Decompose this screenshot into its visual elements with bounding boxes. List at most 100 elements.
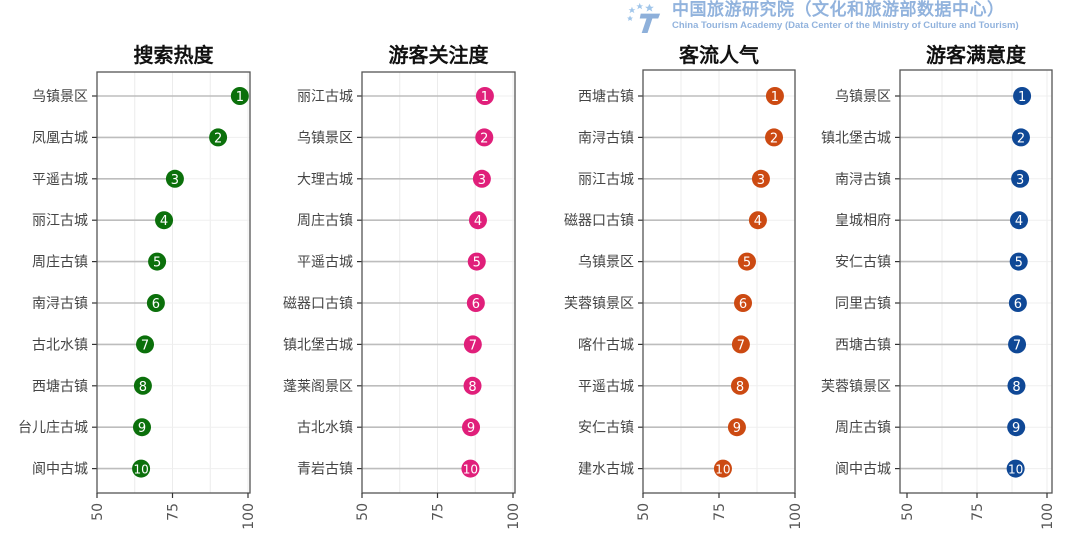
x-tick-label: 100 [788,503,804,530]
category-label: 凤凰古城 [32,130,88,146]
rank-label: 4 [160,214,168,229]
rank-label: 2 [480,131,488,146]
rank-label: 8 [468,380,476,395]
lollipop-dot [1006,459,1025,478]
rank-label: 4 [474,214,482,229]
lollipop-dot [765,128,784,147]
lollipop-dot [475,87,494,105]
lollipop-dot [133,376,152,395]
rank-label: 5 [1015,256,1023,271]
category-label: 乌镇景区 [835,89,891,105]
rank-label: 1 [771,90,779,105]
lollipop-dot [468,211,487,230]
x-tick-label: 50 [636,503,652,521]
lollipop-dot [1011,169,1030,188]
lollipop-dot [155,211,174,230]
category-label: 喀什古城 [578,337,634,353]
rank-label: 3 [171,173,179,188]
chart-title: 搜索热度 [134,43,215,67]
plot-frame [899,69,1053,494]
lollipop-dot [462,418,481,437]
rank-label: 2 [1017,131,1025,146]
lollipop-dot [1007,418,1026,437]
category-label: 大理古城 [297,172,353,188]
chart-title: 游客满意度 [926,43,1027,67]
rank-label: 7 [141,338,149,353]
rank-label: 2 [214,131,222,146]
rank-label: 6 [1014,297,1022,312]
category-label: 台儿庄古城 [18,419,88,436]
rank-label: 4 [1015,214,1023,229]
lollipop-dot [165,169,184,188]
category-label: 芙蓉镇景区 [821,378,891,395]
rank-label: 4 [754,214,762,229]
rank-label: 7 [737,338,745,353]
lollipop-dot [1009,252,1028,271]
category-label: 周庄古镇 [32,254,88,271]
lollipop-dot [463,376,482,395]
lollipop-dot [472,169,491,188]
category-label: 西塘古镇 [32,379,88,395]
lollipop-dot [132,459,151,478]
rank-label: 8 [1012,380,1020,395]
category-label: 蓬莱阁景区 [283,379,353,395]
category-label: 建水古城 [578,462,634,478]
lollipop-dot [209,128,228,147]
category-label: 南浔古镇 [32,296,88,312]
lollipop-dot [734,294,753,312]
lollipop-dot [148,252,167,271]
lollipop-dot [1007,376,1026,395]
lollipop-dot [1008,335,1027,354]
lollipop-dot [466,294,485,312]
lollipop-dot [230,87,249,105]
category-label: 古北水镇 [297,420,353,436]
x-tick-label: 50 [900,503,916,521]
plot-frame [96,71,251,494]
lollipop-dot [475,128,494,147]
lollipop-dot [1010,211,1028,230]
category-label: 乌镇景区 [578,255,634,271]
lollipop-dot [730,376,749,395]
chart-title: 游客关注度 [389,43,490,67]
category-label: 平遥古城 [297,255,353,271]
lollipop-dot [132,418,151,437]
category-label: 镇北堡古城 [283,337,353,353]
rank-label: 3 [478,173,486,188]
category-label: 阆中古城 [32,462,88,478]
lollipop-dot [1008,294,1027,312]
rank-label: 10 [133,463,148,477]
lollipop-dot [1011,128,1030,147]
rank-label: 7 [469,338,477,353]
lollipop-dot [751,169,770,188]
rank-label: 5 [743,256,751,271]
rank-label: 10 [715,463,730,477]
rank-label: 8 [139,380,147,395]
category-label: 丽江古城 [578,172,634,188]
category-label: 古北水镇 [32,337,88,353]
category-label: 芙蓉镇景区 [564,295,634,312]
rank-label: 10 [1008,463,1023,477]
category-label: 安仁古镇 [835,255,891,271]
x-tick-label: 50 [90,503,106,521]
category-label: 平遥古城 [32,172,88,188]
category-label: 镇北堡古城 [821,130,891,146]
category-label: 磁器口古镇 [564,213,634,229]
category-label: 同里古镇 [835,296,891,312]
chart-title: 客流人气 [678,43,759,67]
rank-label: 5 [473,256,481,271]
lollipop-dot [136,335,155,354]
x-tick-label: 100 [506,503,522,530]
category-label: 南浔古镇 [578,130,634,146]
category-label: 南浔古镇 [835,172,891,188]
lollipop-dot [146,294,165,312]
lollipop-dot [467,252,486,271]
lollipop-dot [461,459,480,478]
category-label: 乌镇景区 [297,130,353,146]
category-label: 西塘古镇 [578,89,634,105]
x-tick-label: 75 [166,503,182,521]
lollipop-dot [463,335,482,354]
